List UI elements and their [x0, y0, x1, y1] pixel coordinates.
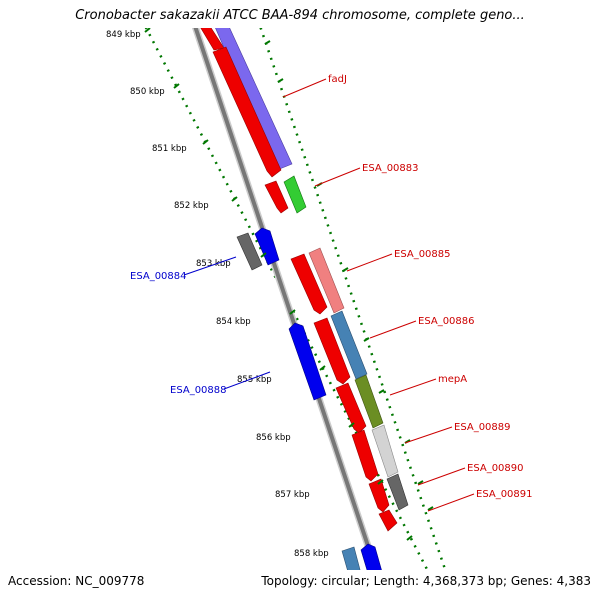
gene-label-mepa[interactable]: mepA: [438, 374, 467, 385]
gene-label-esa-00890[interactable]: ESA_00890: [467, 463, 524, 474]
gene-feature[interactable]: [254, 227, 280, 266]
gene-label-esa-00888[interactable]: ESA_00888: [170, 385, 227, 396]
gene-feature[interactable]: [308, 247, 345, 314]
gene-feature[interactable]: [371, 424, 399, 478]
accession-text: Accession: NC_009778: [8, 574, 145, 588]
gene-feature[interactable]: [341, 546, 368, 600]
tick-label: 858 kbp: [294, 549, 329, 559]
gene-feature[interactable]: [354, 374, 384, 429]
tick-label: 857 kbp: [275, 490, 310, 500]
gene-label-esa-00884[interactable]: ESA_00884: [130, 271, 187, 282]
tick-marks: [144, 28, 413, 541]
tick-label: 852 kbp: [174, 201, 209, 211]
label-leaders: [282, 78, 475, 512]
gene-label-fadj[interactable]: fadJ: [328, 74, 347, 85]
inner-tick-lane: [259, 28, 447, 570]
tick-label: 851 kbp: [152, 144, 187, 154]
tick-label: 850 kbp: [130, 87, 165, 97]
gene-feature[interactable]: [351, 429, 379, 482]
tick-label: 856 kbp: [256, 433, 291, 443]
gene-label-esa-00885[interactable]: ESA_00885: [394, 249, 451, 260]
gene-feature[interactable]: [386, 473, 409, 511]
backbone: [193, 28, 379, 570]
label-leaders-reverse: [183, 256, 271, 390]
inner-tick-marks: [264, 40, 434, 511]
tick-label: 853 kbp: [196, 259, 231, 269]
gene-feature[interactable]: [288, 322, 327, 401]
tick-label: 855 kbp: [237, 375, 272, 385]
gene-feature[interactable]: [330, 310, 368, 380]
gene-feature[interactable]: [360, 543, 390, 600]
tick-label: 854 kbp: [216, 317, 251, 327]
gene-label-esa-00886[interactable]: ESA_00886: [418, 316, 475, 327]
gene-feature[interactable]: [236, 232, 263, 271]
map-title: Cronobacter sakazakii ATCC BAA-894 chrom…: [75, 8, 525, 23]
genome-summary-text: Topology: circular; Length: 4,368,373 bp…: [261, 574, 591, 588]
gene-feature[interactable]: [290, 253, 328, 315]
gene-feature[interactable]: [368, 478, 390, 513]
gene-label-esa-00883[interactable]: ESA_00883: [362, 163, 419, 174]
gene-label-esa-00891[interactable]: ESA_00891: [476, 489, 533, 500]
gene-feature[interactable]: [283, 175, 307, 214]
tick-label: 849 kbp: [106, 30, 141, 40]
gene-feature[interactable]: [313, 317, 351, 385]
gene-feature[interactable]: [264, 180, 289, 214]
gene-feature[interactable]: [212, 46, 282, 178]
gene-feature[interactable]: [335, 382, 367, 434]
gene-feature[interactable]: [378, 509, 398, 532]
gene-feature[interactable]: [212, 20, 293, 171]
gene-label-esa-00889[interactable]: ESA_00889: [454, 422, 511, 433]
